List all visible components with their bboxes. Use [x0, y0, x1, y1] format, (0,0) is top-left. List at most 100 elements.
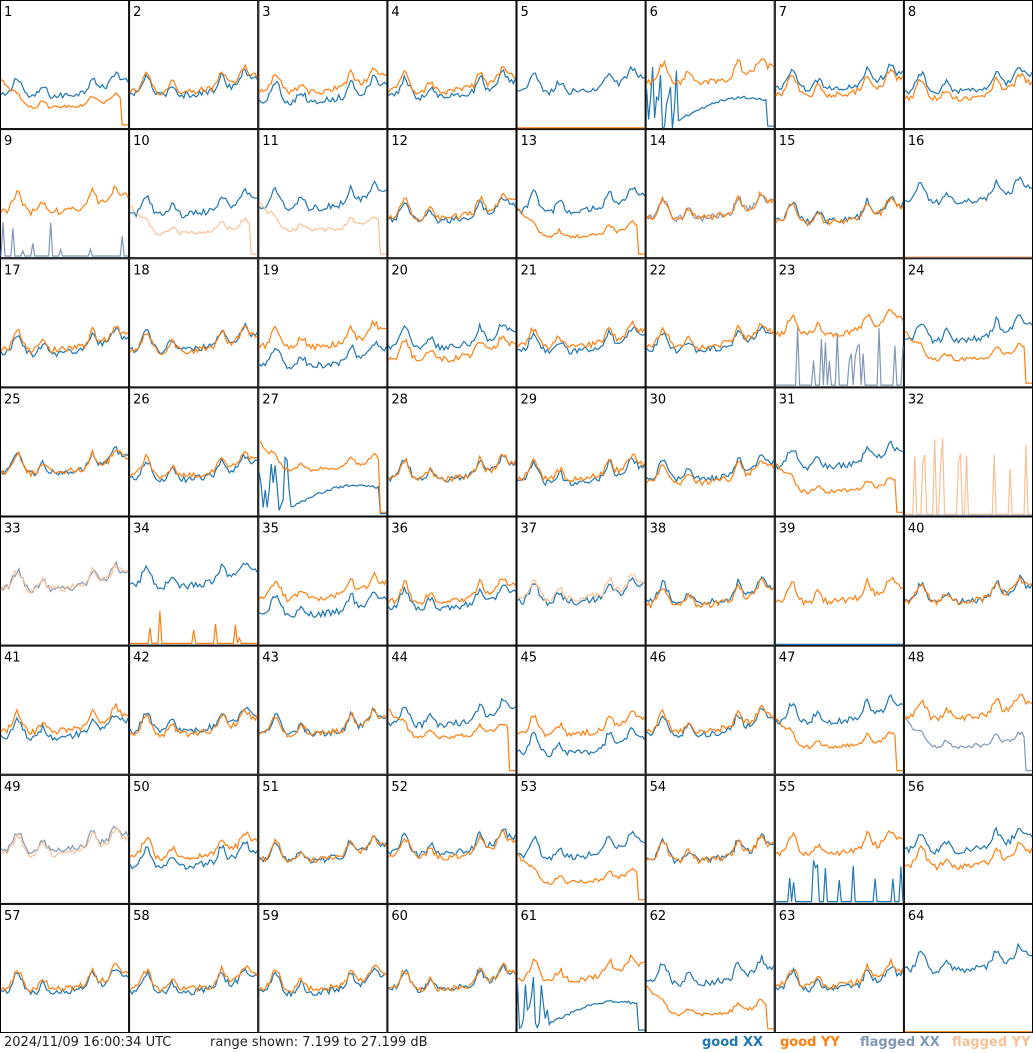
series-xx — [0, 715, 129, 742]
panel-number: 34 — [133, 522, 150, 537]
panel-frame — [258, 645, 388, 775]
panel-29: 29 — [516, 387, 646, 517]
series-xx — [775, 860, 904, 903]
panel-frame — [645, 516, 775, 646]
series-xx — [904, 716, 1032, 772]
panel-number: 59 — [262, 909, 279, 924]
series-yy — [775, 829, 904, 858]
panel-16: 16 — [903, 129, 1033, 259]
series-xx — [775, 327, 904, 386]
series-xx — [517, 457, 646, 487]
panel-frame — [258, 258, 388, 388]
series-xx — [388, 68, 517, 102]
panel-number: 11 — [262, 134, 279, 149]
series-yy — [516, 319, 646, 351]
panel-9: 9 — [0, 129, 130, 259]
series-yy — [646, 190, 775, 221]
series-xx — [646, 575, 775, 606]
series-xx — [517, 576, 645, 607]
series-xx — [0, 825, 129, 855]
panel-frame — [258, 387, 388, 517]
panel-number: 21 — [521, 263, 538, 278]
panel-22: 22 — [645, 258, 775, 388]
panel-18: 18 — [129, 258, 259, 388]
series-yy — [387, 578, 516, 606]
panel-26: 26 — [129, 387, 259, 517]
panel-33: 33 — [0, 516, 130, 646]
panel-number: 1 — [4, 5, 12, 20]
series-xx — [258, 74, 387, 106]
panel-frame — [774, 0, 904, 130]
panel-frame — [387, 774, 517, 904]
series-xx — [258, 340, 387, 370]
series-yy — [0, 963, 129, 994]
series-yy — [129, 205, 258, 255]
panel-number: 48 — [908, 651, 925, 666]
panel-number: 57 — [4, 909, 21, 924]
panel-number: 50 — [133, 780, 150, 795]
series-xx — [130, 187, 258, 219]
panel-60: 60 — [387, 903, 517, 1033]
panel-number: 14 — [650, 134, 667, 149]
series-yy — [775, 308, 904, 338]
series-xx — [259, 591, 387, 619]
panel-38: 38 — [645, 516, 775, 646]
series-yy — [387, 829, 516, 861]
panel-number: 55 — [779, 780, 796, 795]
series-xx — [517, 186, 646, 216]
panel-frame — [0, 516, 130, 646]
panel-number: 28 — [391, 392, 408, 407]
panel-number: 40 — [908, 522, 925, 537]
panel-8: 8 — [903, 0, 1033, 130]
panel-frame — [129, 774, 259, 904]
panel-36: 36 — [387, 516, 517, 646]
panel-40: 40 — [903, 516, 1033, 646]
panel-frame — [129, 387, 259, 517]
series-xx — [516, 977, 645, 1031]
panel-47: 47 — [774, 645, 904, 775]
panel-35: 35 — [258, 516, 388, 646]
panel-7: 7 — [774, 0, 904, 130]
panel-56: 56 — [903, 774, 1033, 904]
panel-frame — [129, 0, 259, 130]
series-xx — [0, 71, 129, 100]
series-xx — [904, 826, 1033, 856]
panel-frame — [258, 0, 388, 130]
panel-15: 15 — [774, 129, 904, 259]
series-yy — [387, 192, 516, 223]
panel-frame — [0, 645, 130, 775]
series-yy — [646, 704, 775, 735]
series-yy — [129, 450, 258, 480]
series-yy — [517, 853, 645, 901]
series-xx — [517, 830, 645, 862]
panel-62: 62 — [645, 903, 775, 1033]
panel-frame — [645, 0, 775, 130]
series-xx — [129, 840, 258, 870]
panel-24: 24 — [903, 258, 1033, 388]
panel-number: 18 — [133, 263, 150, 278]
panel-number: 41 — [4, 651, 21, 666]
panel-61: 61 — [516, 903, 646, 1033]
panel-54: 54 — [645, 774, 775, 904]
panel-frame — [774, 387, 904, 517]
panel-34: 34 — [129, 516, 259, 646]
panel-frame — [516, 129, 646, 259]
series-xx — [517, 65, 645, 96]
series-yy — [775, 196, 904, 228]
panel-frame — [903, 258, 1033, 388]
panel-31: 31 — [774, 387, 904, 517]
panel-frame — [0, 0, 130, 130]
series-xx — [904, 176, 1033, 206]
panel-frame — [129, 258, 259, 388]
series-yy — [129, 708, 258, 738]
panel-number: 47 — [779, 651, 796, 666]
series-xx — [387, 697, 516, 730]
series-yy — [646, 58, 775, 87]
series-yy — [258, 571, 387, 603]
panel-49: 49 — [0, 774, 130, 904]
panel-frame — [645, 645, 775, 775]
series-yy — [904, 575, 1033, 607]
panel-number: 17 — [4, 263, 21, 278]
panel-32: 32 — [903, 387, 1033, 517]
series-yy — [129, 325, 258, 356]
